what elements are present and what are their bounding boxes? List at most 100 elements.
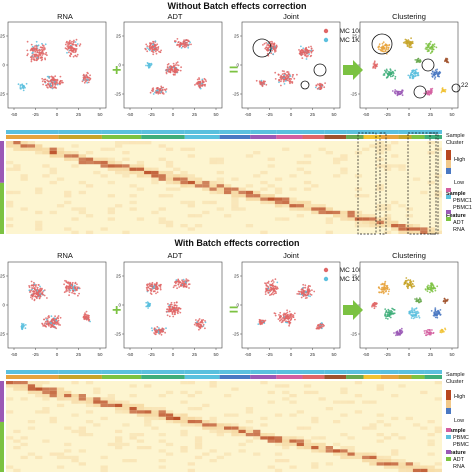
cell-point: [394, 89, 397, 91]
heatmap-cell: [231, 197, 239, 201]
cell-point: [44, 325, 47, 327]
cell-point: [272, 45, 275, 48]
heatmap-cell: [115, 442, 123, 447]
cell-point: [205, 80, 208, 83]
cell-point: [66, 281, 69, 284]
cell-point: [280, 84, 282, 87]
heatmap-cell: [93, 390, 101, 395]
heatmap-cell: [78, 157, 86, 161]
heatmap-cell: [6, 410, 14, 414]
cell-point: [430, 310, 433, 312]
heatmap-cell: [391, 452, 399, 456]
cell-point: [173, 67, 176, 70]
heatmap-cell: [78, 449, 86, 453]
cell-point: [383, 72, 386, 75]
cell-point: [153, 332, 156, 334]
cell-point: [46, 54, 48, 57]
cell-point: [149, 292, 152, 294]
cell-point: [269, 294, 271, 296]
cell-point: [27, 53, 29, 55]
heatmap-cell: [412, 230, 421, 235]
cell-point: [442, 300, 445, 303]
heatmap-cell: [224, 423, 232, 427]
cell-point: [387, 46, 390, 49]
heatmap-cell: [383, 144, 392, 148]
heatmap-cell: [107, 210, 115, 215]
cell-point: [292, 316, 295, 318]
heatmap-cell: [56, 154, 65, 158]
cell-point: [33, 298, 36, 301]
cell-point: [29, 291, 32, 293]
cell-point: [318, 327, 320, 329]
cell-point: [193, 323, 196, 326]
heatmap-cell: [6, 384, 14, 388]
cell-point: [176, 43, 179, 46]
cell-point: [429, 291, 431, 294]
cell-point: [197, 323, 199, 326]
heatmap-cell: [369, 426, 377, 430]
heatmap-cell: [434, 381, 442, 385]
heatmap-cell: [158, 465, 166, 469]
heatmap-cell: [398, 468, 406, 473]
cell-point: [157, 332, 160, 335]
top-scale-low-label: Low: [454, 180, 465, 186]
heatmap-cell: [158, 144, 166, 148]
cell-point: [176, 287, 179, 290]
heatmap-cell: [398, 164, 406, 168]
heatmap-cell: [71, 151, 79, 155]
heatmap-cell: [71, 217, 79, 221]
cell-point: [274, 312, 277, 315]
cell-point: [419, 59, 422, 62]
x-tick-label: -50: [363, 352, 370, 357]
heatmap-cell: [35, 224, 43, 228]
heatmap-cell: [376, 220, 384, 225]
cell-point: [264, 293, 267, 295]
cell-point: [174, 281, 176, 284]
heatmap-cell: [216, 177, 224, 181]
cell-point: [392, 308, 394, 310]
cell-point: [178, 286, 181, 288]
cell-point: [20, 87, 22, 90]
cell-point: [152, 43, 155, 46]
sample-track-cell: [6, 370, 59, 374]
cell-point: [202, 323, 205, 326]
heatmap-cell: [107, 160, 115, 165]
cell-point: [409, 75, 411, 78]
heatmap-cell: [100, 174, 108, 178]
feature-legend-swatch: [446, 450, 451, 454]
heatmap-cell: [340, 390, 348, 395]
heatmap-cell: [274, 177, 283, 181]
heatmap-cell: [165, 194, 174, 198]
cell-point: [155, 292, 157, 295]
cell-point: [30, 294, 33, 297]
cell-point: [378, 291, 381, 294]
heatmap-cell: [412, 227, 421, 231]
heatmap-cell: [151, 416, 159, 421]
heatmap-cell: [180, 433, 188, 437]
cell-point: [283, 72, 285, 75]
cell-point: [404, 42, 407, 44]
cell-point: [434, 314, 437, 316]
cell-point: [293, 312, 296, 315]
cluster-track-cell: [6, 375, 59, 379]
cell-point: [283, 312, 285, 315]
heatmap-cell: [35, 151, 43, 155]
cell-point: [389, 313, 392, 316]
heatmap-cell: [216, 180, 224, 185]
cell-point: [30, 296, 32, 299]
heatmap-cell: [136, 217, 145, 221]
heatmap-cell: [296, 436, 304, 440]
heatmap-cell: [13, 167, 21, 171]
plot-frame: [359, 261, 459, 349]
heatmap-cell: [27, 426, 36, 430]
cell-point: [151, 281, 154, 284]
cell-point: [289, 77, 292, 80]
cell-point: [440, 91, 443, 94]
cell-point: [49, 80, 52, 82]
cell-point: [195, 319, 197, 321]
heatmap-cell: [391, 154, 399, 158]
sample-track-cell: [424, 370, 442, 374]
cell-point: [275, 45, 278, 47]
cell-point: [149, 43, 152, 46]
